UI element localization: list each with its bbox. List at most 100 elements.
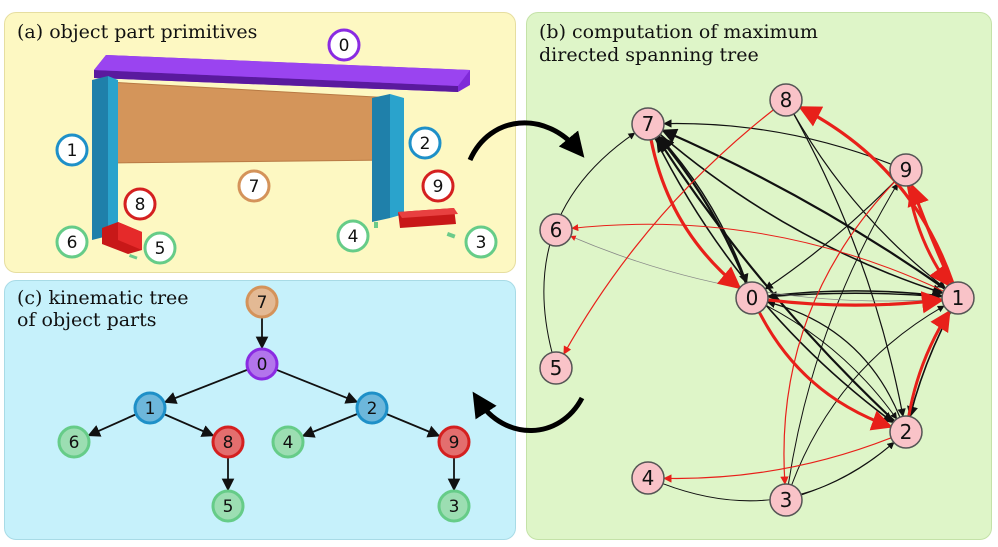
graph-edge-2-0-b11 — [766, 299, 901, 418]
arrow-to-panel-b — [467, 120, 585, 162]
part-label-7: 7 — [237, 169, 271, 203]
graph-node-8: 8 — [769, 83, 803, 117]
part-label-2: 2 — [408, 126, 442, 160]
graph-node-text: 3 — [780, 488, 793, 512]
tree-node-2: 2 — [355, 391, 389, 425]
tree-node-4: 4 — [271, 425, 305, 459]
right-leg-shape — [372, 94, 390, 222]
tree-node-text: 0 — [257, 355, 268, 375]
part-label-8: 8 — [123, 187, 157, 221]
graph-node-6: 6 — [539, 213, 573, 247]
tree-node-text: 9 — [449, 433, 460, 453]
panel-c-title-line2: of object parts — [17, 309, 157, 331]
tree-node-text: 5 — [223, 497, 234, 517]
part-label-text: 8 — [135, 195, 146, 215]
tree-edges — [87, 317, 461, 492]
part-labels: 0 1 2 3 4 5 6 7 8 9 — [55, 28, 498, 265]
tree-edge-2-4 — [301, 412, 359, 438]
tree-node-8: 8 — [211, 425, 245, 459]
graph-edge-2-1-r10 — [907, 309, 951, 417]
tree-node-text: 8 — [223, 433, 234, 453]
graph-node-text: 9 — [900, 158, 913, 182]
graph-node-9: 9 — [889, 153, 923, 187]
table-illustration — [92, 55, 470, 260]
graph-edge-7-0-b5 — [658, 135, 749, 284]
graph-edge-9-1-r9 — [906, 185, 950, 287]
graph-node-text: 1 — [952, 286, 965, 310]
tree-node-3: 3 — [437, 489, 471, 523]
tree-edge-2-9 — [385, 412, 441, 438]
part-label-0: 0 — [327, 28, 361, 62]
left-leg-shape — [92, 76, 108, 240]
tree-node-text: 1 — [145, 399, 156, 419]
graph-node-text: 4 — [642, 466, 655, 490]
graph-edge-3-9-b12 — [787, 183, 899, 485]
graph-edge-9-0-b10 — [764, 180, 896, 290]
arrow-to-panel-c — [472, 391, 585, 433]
part-label-4: 4 — [336, 219, 370, 253]
part-label-5: 5 — [143, 231, 177, 265]
panel-kinematic-tree: (c) kinematic tree of object parts — [4, 280, 516, 540]
graph-edge-2-4-r6 — [663, 437, 892, 483]
tree-node-text: 6 — [69, 433, 80, 453]
graph-node-text: 5 — [550, 356, 563, 380]
graph-edge-0-7-b4 — [657, 134, 748, 284]
graph-node-text: 7 — [642, 112, 655, 136]
panel-b-title-line1: (b) computation of maximum — [539, 21, 818, 43]
tree-edge-0-1 — [163, 368, 249, 404]
graph-node-text: 0 — [746, 286, 759, 310]
graph-node-text: 2 — [900, 420, 913, 444]
graph-node-text: 6 — [550, 218, 563, 242]
graph-nodes: 0 1 2 3 4 5 6 7 8 9 — [539, 83, 975, 517]
graph-node-7: 7 — [631, 107, 665, 141]
graph-edge-1-2-b16 — [907, 311, 952, 418]
part-label-text: 0 — [339, 36, 350, 56]
tree-edge-1-6 — [87, 413, 137, 437]
graph-node-text: 8 — [780, 88, 793, 112]
tree-node-text: 2 — [367, 399, 378, 419]
tree-nodes: 0 1 2 3 4 5 6 7 8 9 — [57, 285, 471, 523]
part-label-text: 2 — [420, 134, 431, 154]
graph-edge-9-7-b17 — [663, 119, 892, 165]
graph-edge-1-6-r8 — [571, 223, 944, 292]
part-label-text: 3 — [476, 233, 487, 253]
part-label-3: 3 — [464, 225, 498, 259]
graph-edge-0-2-b18 — [765, 304, 898, 420]
graph-edge-7-1-b0 — [659, 133, 944, 296]
part-label-1: 1 — [55, 133, 89, 167]
graph-node-0: 0 — [735, 281, 769, 315]
tree-node-text: 3 — [449, 497, 460, 517]
tree-edge-1-8 — [163, 413, 215, 437]
graph-node-2: 2 — [889, 415, 923, 449]
part-label-text: 5 — [155, 239, 166, 259]
graph-edge-9-3-r7 — [780, 181, 896, 485]
tree-node-6: 6 — [57, 425, 91, 459]
graph-edge-8-5-r5 — [563, 109, 774, 355]
tree-node-0: 0 — [245, 347, 279, 381]
tree-node-5: 5 — [211, 489, 245, 523]
panel-b-title-line2: directed spanning tree — [539, 44, 759, 66]
tree-node-7: 7 — [245, 285, 279, 319]
part-label-text: 1 — [67, 141, 78, 161]
graph-edge-3-1-b19 — [791, 305, 945, 486]
part-label-6: 6 — [55, 225, 89, 259]
part-label-9: 9 — [421, 169, 455, 203]
graph-edge-0-2-r2 — [757, 311, 893, 431]
graph-edge-8-2-b7 — [793, 113, 906, 418]
panel-c-title-line1: (c) kinematic tree — [17, 287, 189, 309]
part-label-text: 9 — [433, 177, 444, 197]
part-label-text: 4 — [348, 227, 359, 247]
graph-node-1: 1 — [941, 281, 975, 315]
graph-node-4: 4 — [631, 461, 665, 495]
part-label-text: 7 — [249, 177, 260, 197]
graph-node-3: 3 — [769, 483, 803, 517]
tree-node-1: 1 — [133, 391, 167, 425]
graph-edge-0-1-r1 — [767, 291, 945, 314]
graph-edge-1-7-b1 — [661, 128, 946, 290]
tree-node-9: 9 — [437, 425, 471, 459]
panel-a-title: (a) object part primitives — [17, 21, 258, 43]
back-panel-shape — [107, 81, 393, 164]
graph-edge-7-0-r0 — [649, 139, 742, 290]
tree-node-text: 4 — [283, 433, 294, 453]
